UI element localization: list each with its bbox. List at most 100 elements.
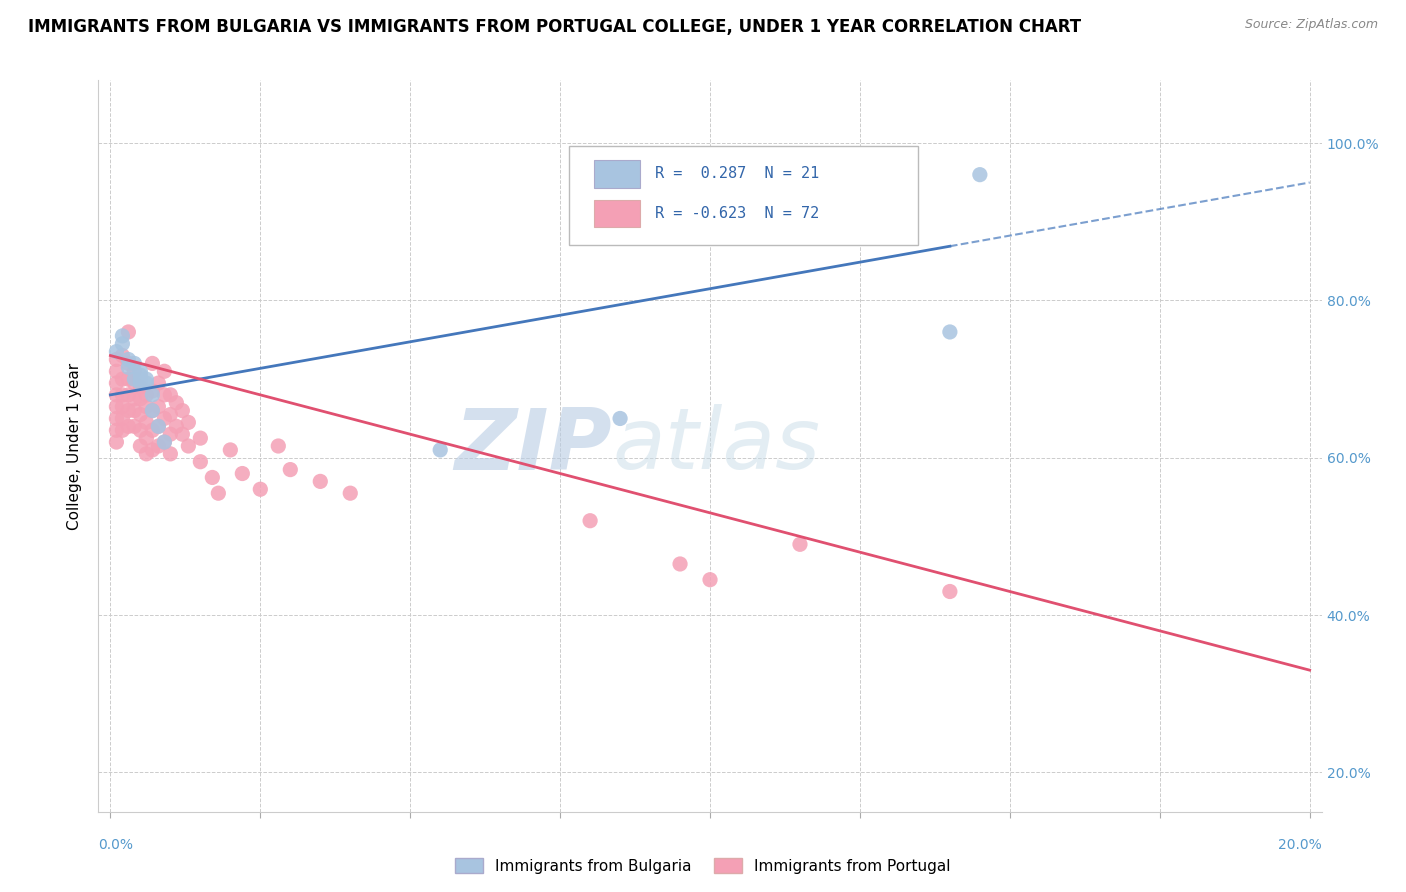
Point <box>939 325 962 339</box>
Point <box>153 364 176 378</box>
Point <box>278 462 301 476</box>
Point <box>159 408 181 422</box>
Point <box>135 388 157 402</box>
Text: IMMIGRANTS FROM BULGARIA VS IMMIGRANTS FROM PORTUGAL COLLEGE, UNDER 1 YEAR CORRE: IMMIGRANTS FROM BULGARIA VS IMMIGRANTS F… <box>28 18 1081 36</box>
Point <box>129 368 152 383</box>
Text: atlas: atlas <box>612 404 820 488</box>
Point <box>105 435 128 450</box>
Point <box>124 376 146 390</box>
Point <box>159 447 181 461</box>
Point <box>141 388 163 402</box>
Point <box>129 423 152 437</box>
Point <box>135 431 157 445</box>
Point <box>124 372 146 386</box>
Point <box>111 372 134 386</box>
Point <box>124 403 146 417</box>
Point <box>117 388 139 402</box>
Point <box>339 486 361 500</box>
Point <box>111 336 134 351</box>
Point <box>129 364 152 378</box>
Text: R =  0.287  N = 21: R = 0.287 N = 21 <box>655 167 820 181</box>
Point <box>135 400 157 414</box>
Point <box>129 408 152 422</box>
Text: Source: ZipAtlas.com: Source: ZipAtlas.com <box>1244 18 1378 31</box>
Point <box>105 400 128 414</box>
Point <box>579 514 602 528</box>
Point <box>141 403 163 417</box>
Point <box>669 557 692 571</box>
Point <box>129 392 152 406</box>
Point <box>141 403 163 417</box>
Point <box>789 537 811 551</box>
Point <box>177 416 200 430</box>
Point <box>111 411 134 425</box>
Point <box>309 475 332 489</box>
Point <box>148 376 170 390</box>
Point <box>429 442 451 457</box>
Point <box>105 376 128 390</box>
Point <box>165 396 187 410</box>
Point <box>111 388 134 402</box>
Point <box>699 573 721 587</box>
Point <box>201 470 224 484</box>
Point <box>117 360 139 375</box>
Text: R = -0.623  N = 72: R = -0.623 N = 72 <box>655 206 820 221</box>
Point <box>153 435 176 450</box>
Legend: Immigrants from Bulgaria, Immigrants from Portugal: Immigrants from Bulgaria, Immigrants fro… <box>449 852 957 880</box>
Point <box>117 372 139 386</box>
Point <box>148 419 170 434</box>
Point <box>124 419 146 434</box>
Point <box>939 584 962 599</box>
Point <box>111 329 134 343</box>
Point <box>124 356 146 370</box>
Text: 20.0%: 20.0% <box>1278 838 1322 853</box>
Point <box>105 388 128 402</box>
Point <box>148 439 170 453</box>
Point <box>124 364 146 378</box>
Point <box>117 356 139 370</box>
Point <box>148 400 170 414</box>
Point <box>129 372 152 386</box>
Point <box>135 416 157 430</box>
Point <box>249 482 271 496</box>
Point <box>135 447 157 461</box>
Point <box>141 423 163 437</box>
Text: 0.0%: 0.0% <box>98 838 134 853</box>
Point <box>153 411 176 425</box>
Point <box>111 400 134 414</box>
Point <box>111 349 134 363</box>
Point <box>177 439 200 453</box>
Point <box>117 403 139 417</box>
Point <box>969 168 991 182</box>
Point <box>105 411 128 425</box>
Point <box>231 467 253 481</box>
Point <box>219 442 242 457</box>
Point <box>129 376 152 390</box>
Point <box>153 435 176 450</box>
Y-axis label: College, Under 1 year: College, Under 1 year <box>67 362 83 530</box>
Point <box>117 325 139 339</box>
Point <box>141 442 163 457</box>
Point <box>135 376 157 390</box>
Point <box>148 419 170 434</box>
Point <box>111 423 134 437</box>
Point <box>609 411 631 425</box>
Point <box>172 403 194 417</box>
Point <box>105 423 128 437</box>
Point <box>141 384 163 398</box>
Point <box>135 372 157 386</box>
Point <box>188 431 211 445</box>
Point <box>267 439 290 453</box>
Point <box>124 392 146 406</box>
Point <box>188 455 211 469</box>
FancyBboxPatch shape <box>593 160 640 188</box>
FancyBboxPatch shape <box>569 146 918 245</box>
Point <box>129 439 152 453</box>
Point <box>165 419 187 434</box>
Point <box>172 427 194 442</box>
Point <box>105 344 128 359</box>
Point <box>159 427 181 442</box>
Point <box>207 486 229 500</box>
Point <box>159 388 181 402</box>
Text: ZIP: ZIP <box>454 404 612 488</box>
